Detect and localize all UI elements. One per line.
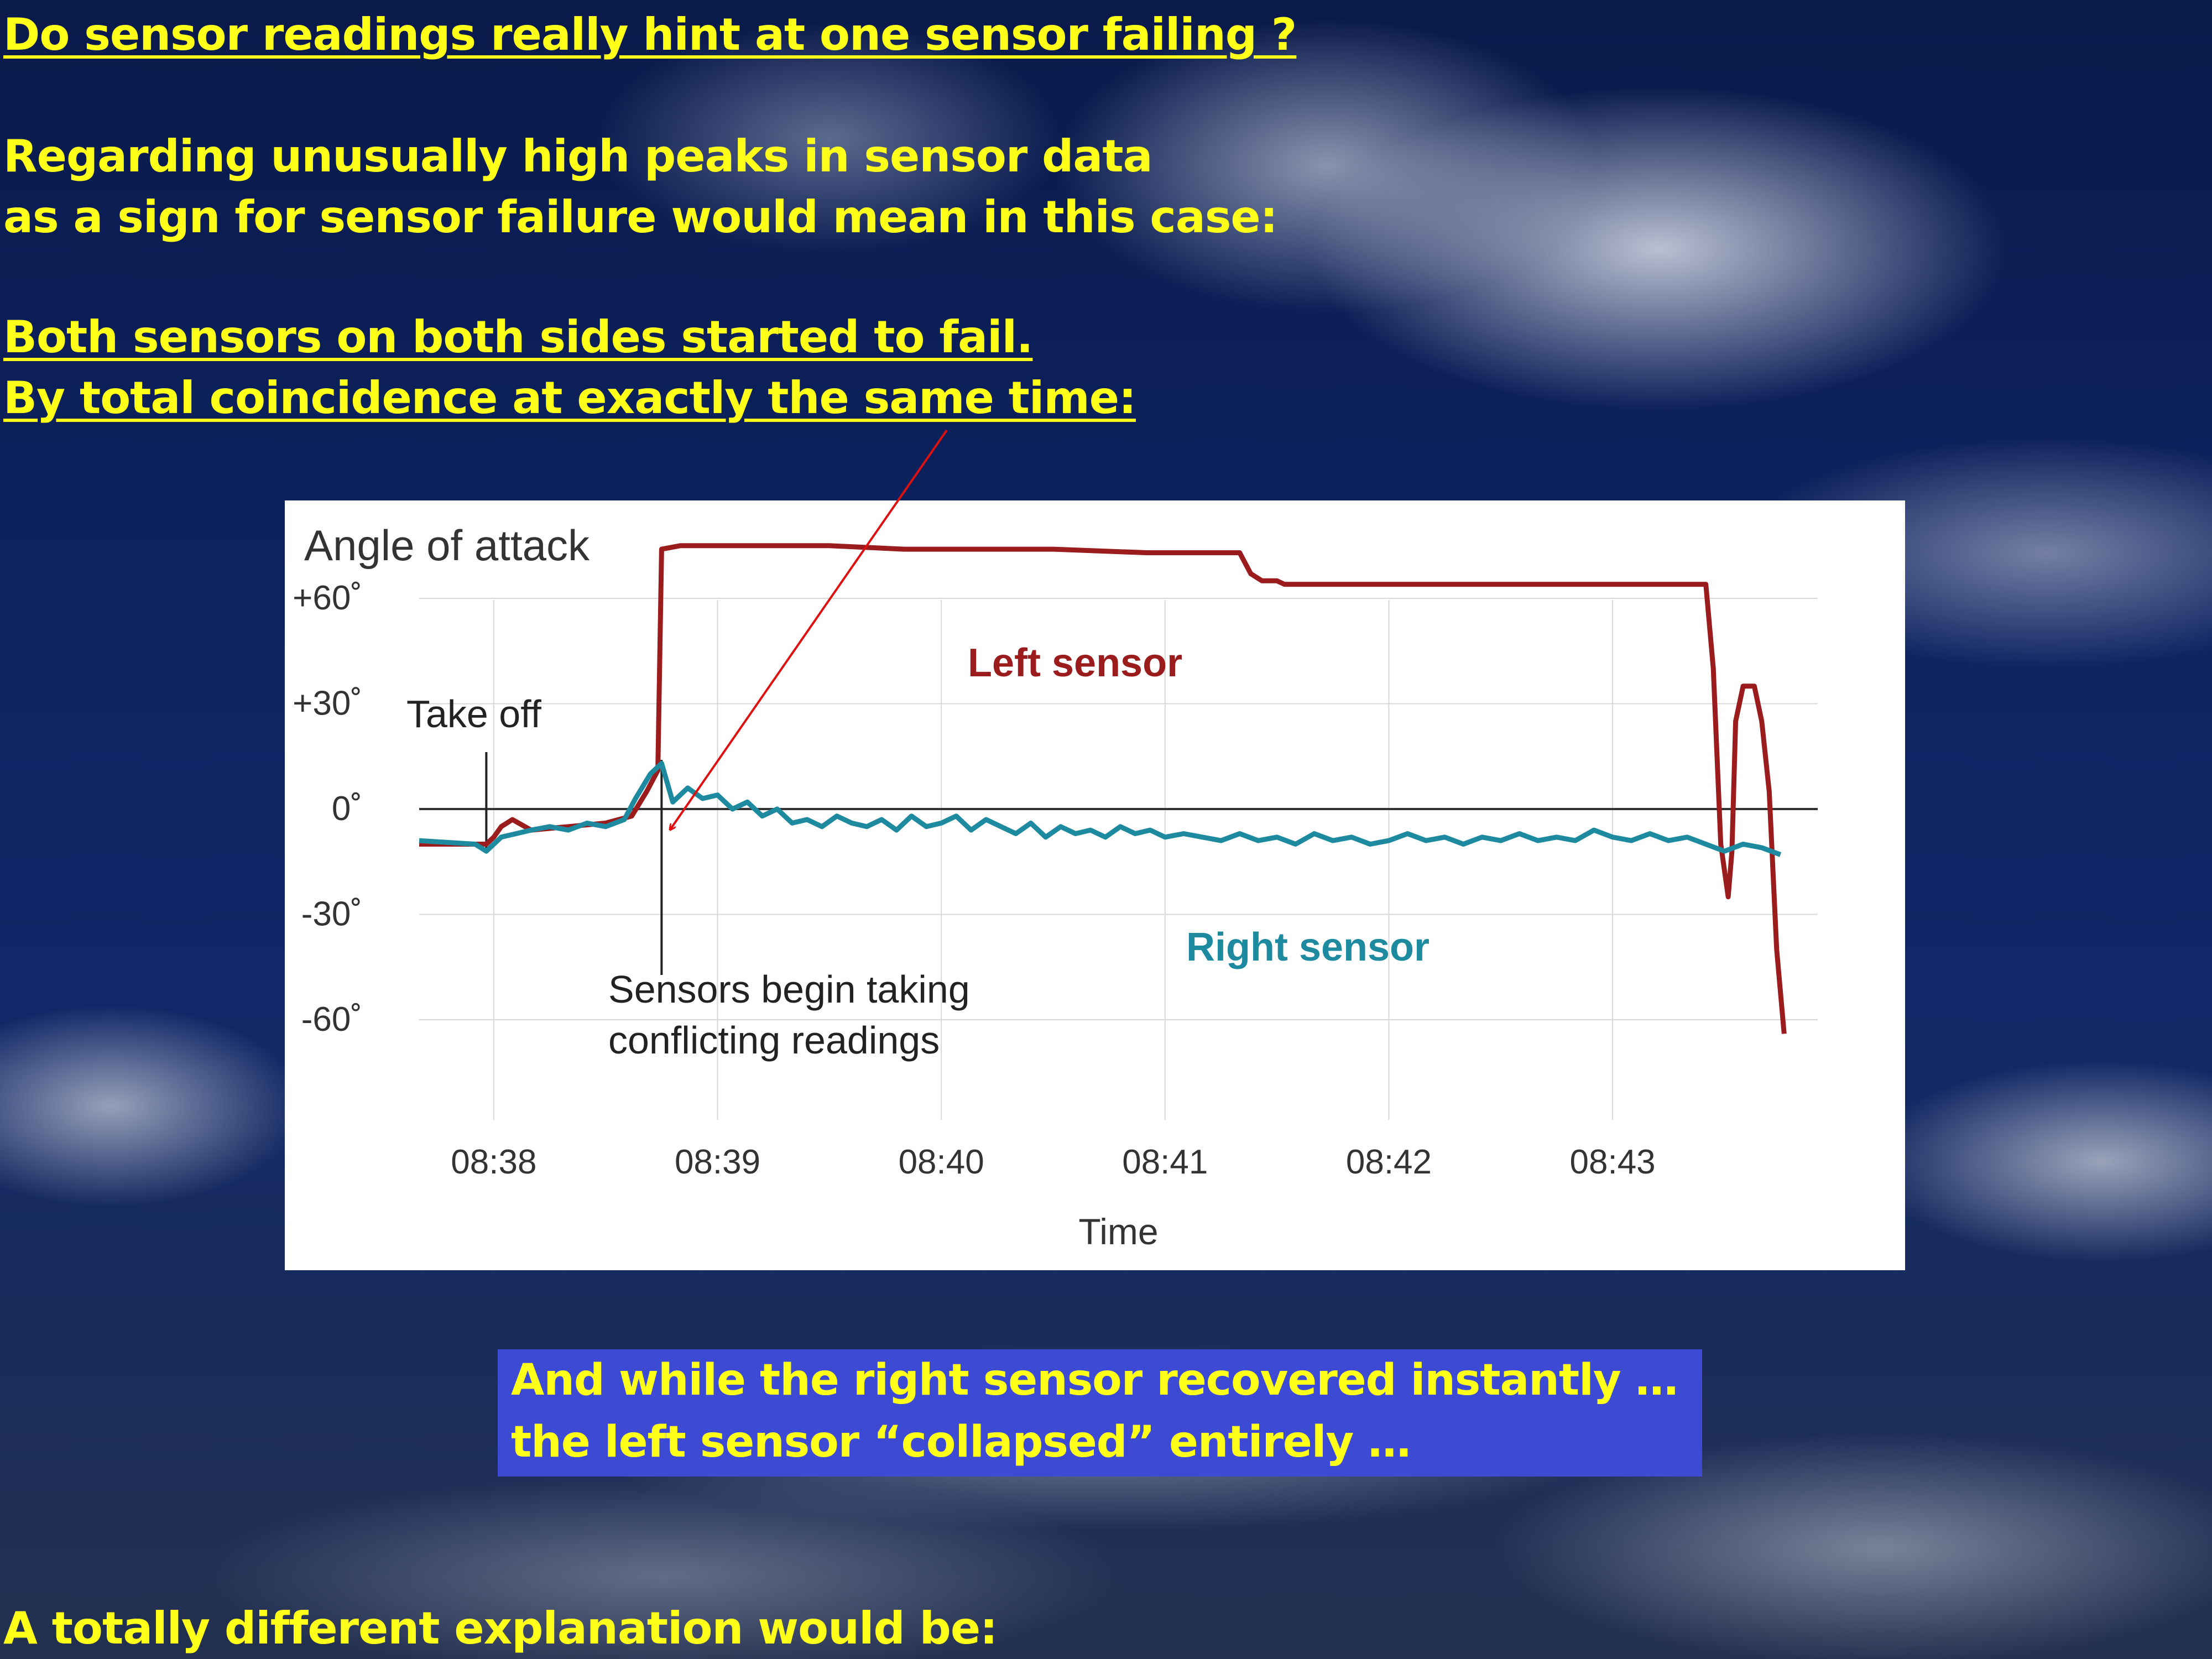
y-tick-label: -30˚ [301, 895, 362, 933]
y-tick-label: +60˚ [293, 579, 362, 617]
paragraph-2-line-2: By total coincidence at exactly the same… [3, 372, 1136, 424]
conflict-annotation-line: Sensors begin taking [608, 968, 970, 1011]
x-tick-label: 08:39 [675, 1143, 760, 1181]
bottom-text: A totally different explanation would be… [3, 1603, 998, 1654]
series-line-right-sensor [419, 760, 1782, 857]
y-tick-label: +30˚ [293, 685, 362, 723]
paragraph-1-line-1: Regarding unusually high peaks in sensor… [3, 131, 1153, 182]
takeoff-annotation: Take off [406, 692, 541, 735]
paragraph-1-line-2: as a sign for sensor failure would mean … [3, 191, 1278, 243]
x-tick-label: 08:42 [1346, 1143, 1432, 1181]
y-tick-label: -60˚ [301, 1000, 362, 1039]
chart-panel: Angle of attack +60˚ +30˚ 0˚ -30˚ -60˚ 08:38 08… [285, 500, 1905, 1270]
callout-line-2: the left sensor “collapsed” entirely … [511, 1417, 1411, 1467]
x-tick-label: 08:41 [1122, 1143, 1208, 1181]
y-tick-label: 0˚ [332, 790, 362, 828]
paragraph-2-line-1: Both sensors on both sides started to fa… [3, 311, 1033, 363]
heading: Do sensor readings really hint at one se… [3, 9, 1297, 60]
conflict-annotation-line: conflicting readings [608, 1019, 940, 1062]
x-tick-label: 08:40 [899, 1143, 984, 1181]
callout-line-1: And while the right sensor recovered ins… [511, 1355, 1678, 1405]
x-tick-label: 08:38 [451, 1143, 536, 1181]
series-line-left-sensor [419, 543, 1787, 1034]
x-tick-label: 08:43 [1570, 1143, 1656, 1181]
chart-title: Angle of attack [304, 521, 590, 570]
callout-box: And while the right sensor recovered ins… [498, 1349, 1702, 1477]
series-label: Left sensor [968, 641, 1182, 685]
angle-of-attack-chart: Angle of attack +60˚ +30˚ 0˚ -30˚ -60˚ 08:38 08… [293, 521, 1818, 1252]
series-label: Right sensor [1186, 925, 1430, 969]
x-axis-label: Time [1078, 1211, 1158, 1252]
